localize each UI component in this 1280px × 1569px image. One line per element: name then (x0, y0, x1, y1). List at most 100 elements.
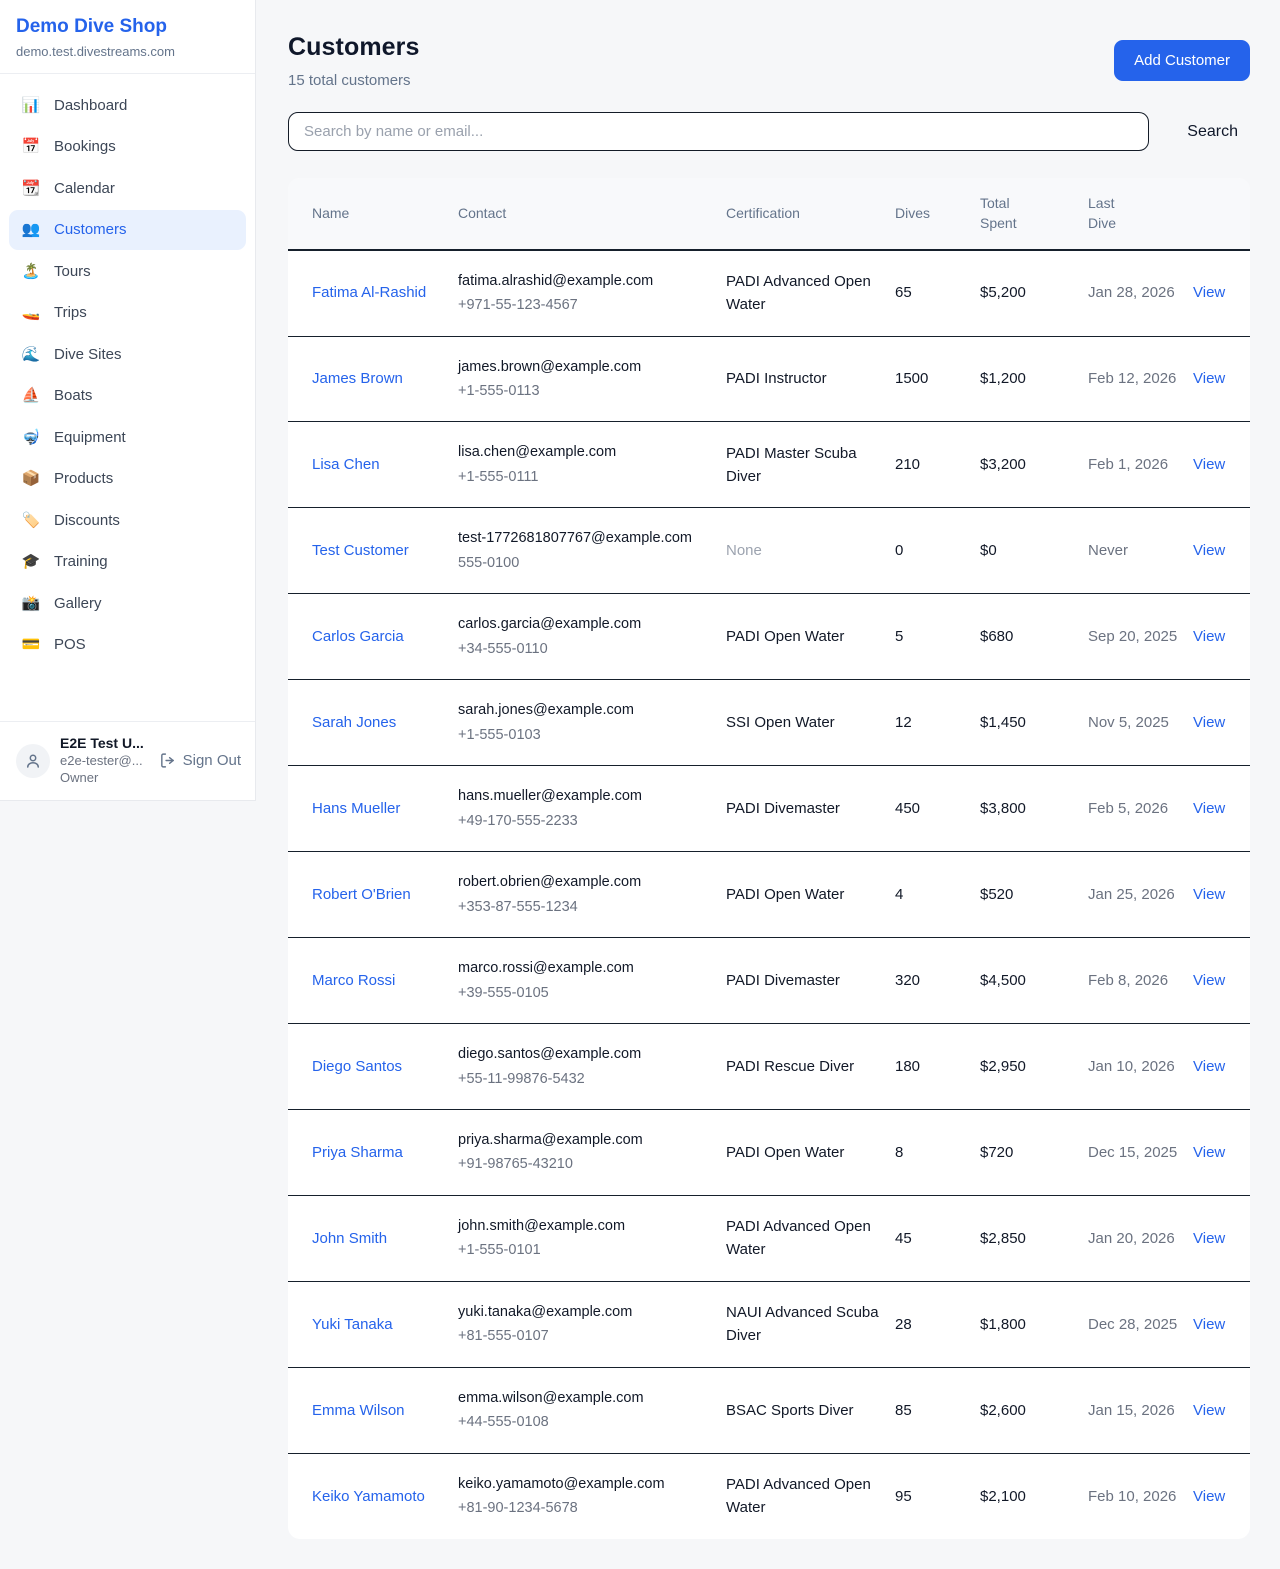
sidebar-item-products[interactable]: 📦 Products (9, 459, 246, 499)
customer-name-link[interactable]: Fatima Al-Rashid (312, 284, 427, 302)
sidebar-item-trips[interactable]: 🚤 Trips (9, 293, 246, 333)
customer-email: test-1772681807767@example.com (458, 530, 692, 547)
sidebar-item-training[interactable]: 🎓 Training (9, 542, 246, 582)
view-link[interactable]: View (1193, 1143, 1226, 1161)
view-link[interactable]: View (1193, 542, 1226, 560)
sidebar-item-label: POS (54, 636, 86, 654)
view-link[interactable]: View (1193, 284, 1226, 302)
speedboat-icon: 🚤 (21, 303, 41, 322)
column-header-contact: Contact (458, 178, 726, 251)
search-button[interactable]: Search (1187, 122, 1238, 140)
customer-dives: 28 (895, 1281, 980, 1368)
customer-total-spent: $2,850 (980, 1195, 1088, 1282)
customer-last-dive: Feb 8, 2026 (1088, 937, 1193, 1025)
customer-name-link[interactable]: Marco Rossi (312, 971, 396, 989)
view-link[interactable]: View (1193, 456, 1226, 474)
sidebar-item-boats[interactable]: ⛵ Boats (9, 376, 246, 416)
customer-total-spent: $2,100 (980, 1487, 1026, 1505)
customer-last-dive: Feb 12, 2026 (1088, 336, 1193, 423)
page-header: Customers 15 total customers Add Custome… (288, 33, 1250, 89)
customer-last-dive: Jan 28, 2026 (1088, 249, 1193, 337)
customer-last-dive: Dec 15, 2025 (1088, 1109, 1193, 1196)
customer-phone: +55-11-99876-5432 (458, 1070, 585, 1087)
customer-total-spent: $3,200 (980, 421, 1088, 509)
sidebar-item-calendar[interactable]: 📆 Calendar (9, 169, 246, 209)
column-header-actions (1193, 178, 1250, 251)
sidebar-item-label: Tours (54, 262, 91, 280)
view-link[interactable]: View (1193, 628, 1226, 646)
table-row: Test Customer test-1772681807767@example… (288, 507, 1250, 595)
customer-dives: 45 (895, 1195, 980, 1282)
sidebar-item-customers[interactable]: 👥 Customers (9, 210, 246, 250)
customer-dives: 180 (895, 1023, 980, 1110)
customers-table-card: Name Contact Certification Dives Total Spent… (288, 178, 1250, 1539)
customer-certification: PADI Master Scuba Diver (726, 421, 895, 509)
sidebar-item-label: Calendar (54, 179, 115, 197)
sidebar-item-gallery[interactable]: 📸 Gallery (9, 584, 246, 624)
view-link[interactable]: View (1193, 714, 1226, 732)
customer-name-link[interactable]: Robert O'Brien (312, 886, 411, 903)
customer-total-spent: $3,800 (980, 765, 1088, 853)
customer-name-link[interactable]: John Smith (312, 1229, 388, 1247)
view-link[interactable]: View (1193, 1315, 1226, 1333)
customer-phone: 555-0100 (458, 554, 520, 571)
table-row: Keiko Yamamoto keiko.yamamoto@example.co… (288, 1453, 1250, 1538)
table-row: John Smith john.smith@example.com +1-555… (288, 1195, 1250, 1282)
column-header-total-spent: Total Spent (980, 178, 1088, 251)
customer-total-spent: $520 (980, 851, 1088, 939)
customer-certification: PADI Open Water (726, 851, 895, 939)
customer-certification: BSAC Sports Diver (726, 1367, 895, 1454)
sidebar-item-dashboard[interactable]: 📊 Dashboard (9, 86, 246, 126)
view-link[interactable]: View (1193, 370, 1226, 388)
sidebar-item-dive-sites[interactable]: 🌊 Dive Sites (9, 335, 246, 375)
customer-dives: 450 (895, 765, 980, 853)
customer-total-spent: $2,600 (980, 1367, 1088, 1454)
view-link[interactable]: View (1193, 1229, 1226, 1247)
customer-phone: +1-555-0113 (458, 383, 540, 399)
island-icon: 🏝️ (21, 261, 41, 280)
logout-icon (160, 753, 174, 769)
customer-name-link[interactable]: Sarah Jones (312, 714, 397, 732)
sidebar-user-section: E2E Test U... e2e-tester@... Owner Sign … (0, 720, 255, 800)
view-link[interactable]: View (1193, 886, 1226, 903)
sign-out-button[interactable]: Sign Out (159, 752, 241, 769)
customer-name-link[interactable]: Yuki Tanaka (312, 1315, 393, 1333)
customer-last-dive: Jan 15, 2026 (1088, 1367, 1193, 1454)
sidebar-item-pos[interactable]: 💳 POS (9, 625, 246, 665)
sidebar-item-equipment[interactable]: 🤿 Equipment (9, 418, 246, 458)
sign-out-label: Sign Out (182, 752, 241, 770)
customer-email: yuki.tanaka@example.com (458, 1303, 633, 1320)
customer-total-spent: $680 (980, 593, 1088, 681)
customer-name-link[interactable]: Priya Sharma (312, 1143, 403, 1161)
customer-name-link[interactable]: Carlos Garcia (312, 628, 404, 646)
add-customer-button[interactable]: Add Customer (1114, 40, 1250, 81)
sidebar-item-discounts[interactable]: 🏷️ Discounts (9, 501, 246, 541)
sidebar-item-tours[interactable]: 🏝️ Tours (9, 252, 246, 292)
customer-name-link[interactable]: Lisa Chen (312, 456, 380, 474)
page-title: Customers (288, 33, 420, 61)
view-link[interactable]: View (1193, 800, 1226, 818)
customer-phone: +1-555-0101 (458, 1242, 541, 1259)
customer-email: lisa.chen@example.com (458, 444, 617, 461)
customer-name-link[interactable]: Hans Mueller (312, 800, 401, 818)
customer-name-link[interactable]: Keiko Yamamoto (312, 1487, 425, 1505)
view-link[interactable]: View (1193, 1487, 1226, 1505)
customer-name-link[interactable]: Diego Santos (312, 1057, 403, 1075)
sidebar-item-label: Equipment (54, 428, 126, 446)
sidebar-item-label: Customers (54, 221, 127, 239)
customer-name-link[interactable]: Test Customer (312, 542, 409, 560)
table-body: Fatima Al-Rashid fatima.alrashid@example… (288, 249, 1250, 1539)
view-link[interactable]: View (1193, 1401, 1226, 1419)
customer-last-dive: Feb 10, 2026 (1088, 1487, 1177, 1505)
sidebar-item-bookings[interactable]: 📅 Bookings (9, 127, 246, 167)
table-row: Emma Wilson emma.wilson@example.com +44-… (288, 1367, 1250, 1454)
sidebar-item-label: Discounts (54, 511, 120, 529)
view-link[interactable]: View (1193, 1057, 1226, 1075)
customer-name-link[interactable]: James Brown (312, 370, 403, 388)
customer-phone: +81-555-0107 (458, 1328, 549, 1345)
view-link[interactable]: View (1193, 971, 1226, 989)
search-input[interactable] (288, 112, 1150, 151)
customer-name-link[interactable]: Emma Wilson (312, 1401, 405, 1419)
customer-email: keiko.yamamoto@example.com (458, 1475, 665, 1492)
main-content: Customers 15 total customers Add Custome… (256, 0, 1280, 1569)
